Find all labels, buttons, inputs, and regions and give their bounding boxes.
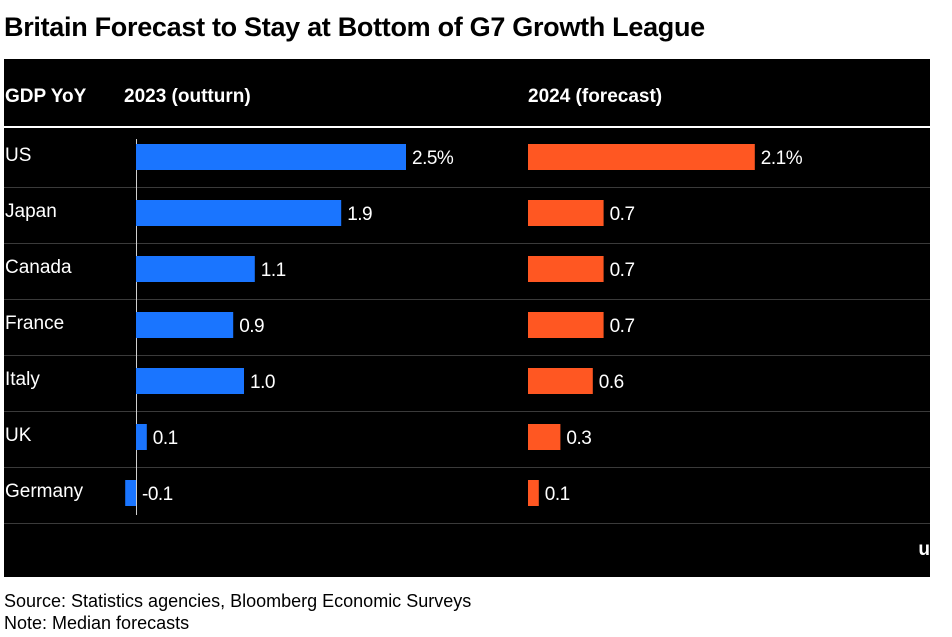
data-label-2024: 0.7: [610, 204, 635, 225]
bar-2023: [136, 200, 342, 226]
data-label-2023: 2.5%: [412, 148, 454, 169]
bar-2023: [136, 424, 147, 450]
category-label: Canada: [5, 257, 72, 278]
bar-2024: [528, 312, 604, 338]
series-header-2024: 2024 (forecast): [528, 86, 663, 107]
footnote: Note: Median forecasts: [4, 613, 190, 633]
bar-2024: [528, 480, 539, 506]
category-label: Germany: [5, 481, 84, 502]
category-label: Italy: [5, 369, 40, 390]
data-label-2023: 1.0: [250, 372, 275, 393]
data-label-2023: 1.1: [261, 260, 286, 281]
truncated-label: u: [918, 539, 930, 560]
data-label-2023: 1.9: [347, 204, 372, 225]
data-label-2024: 0.7: [610, 316, 635, 337]
chart-svg: US 2.5% 2.1% Japan 1.9 0.7 Canada 1.1 0.7 France 0…: [4, 126, 930, 524]
data-label-2024: 0.3: [566, 428, 591, 449]
data-label-2023: -0.1: [142, 484, 173, 505]
bar-2023: [136, 368, 244, 394]
bar-2023: [136, 256, 255, 282]
bar-2024: [528, 424, 561, 450]
data-label-2024: 0.1: [545, 484, 570, 505]
bar-2023: [125, 480, 136, 506]
bar-2023: [136, 144, 406, 170]
bar-2024: [528, 200, 604, 226]
category-label: US: [5, 145, 31, 166]
data-label-2024: 0.6: [599, 372, 624, 393]
source-note: Source: Statistics agencies, Bloomberg E…: [4, 591, 472, 611]
data-label-2024: 2.1%: [761, 148, 803, 169]
category-label: UK: [5, 425, 32, 446]
bar-2024: [528, 144, 755, 170]
bar-2024: [528, 256, 604, 282]
bar-2023: [136, 312, 234, 338]
bar-2024: [528, 368, 593, 394]
data-label-2023: 0.1: [153, 428, 178, 449]
series-header-2023: 2023 (outturn): [124, 86, 251, 107]
chart-title: Britain Forecast to Stay at Bottom of G7…: [4, 12, 705, 42]
category-label: France: [5, 313, 64, 334]
data-label-2023: 0.9: [239, 316, 264, 337]
category-label: Japan: [5, 201, 57, 222]
data-label-2024: 0.7: [610, 260, 635, 281]
chart-panel: US 2.5% 2.1% Japan 1.9 0.7 Canada 1.1 0.7 France 0…: [4, 59, 930, 577]
category-header: GDP YoY: [5, 86, 87, 107]
